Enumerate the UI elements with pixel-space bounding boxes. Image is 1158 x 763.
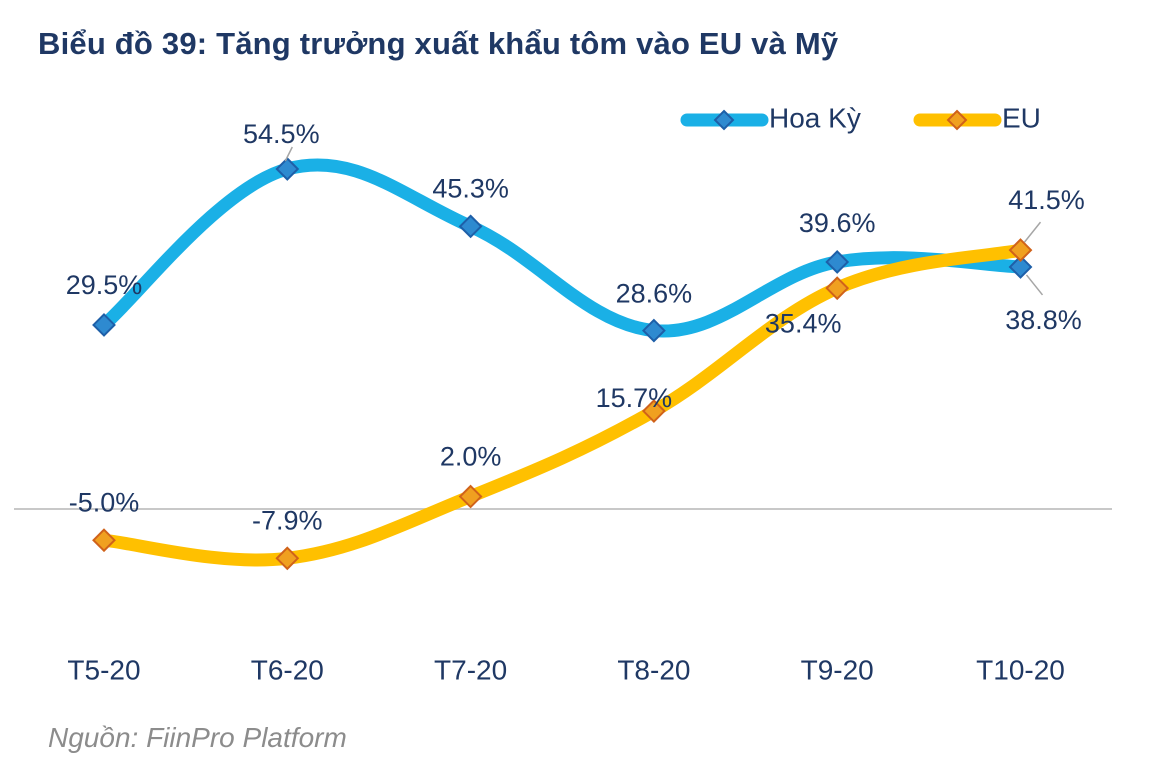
data-label-hoa-ky-t9-20: 39.6% [799,208,876,238]
point-eu-t9-20 [825,276,850,301]
legend-label-hoa-ky: Hoa Kỳ [769,102,861,133]
chart-title: Biểu đồ 39: Tăng trưởng xuất khẩu tôm và… [38,26,839,61]
point-hoa-ky-t8-20 [641,318,666,343]
point-hoa-ky-t9-20 [825,250,850,274]
point-eu-t7-20 [458,484,483,509]
data-label-hoa-ky-t5-20: 29.5% [66,270,143,300]
x-axis-ticks: T5-20 T6-20 T7-20 T8-20 T9-20 T10-20 [67,654,1064,685]
point-eu-t6-20 [275,546,300,571]
point-hoa-ky-t6-20 [275,157,300,181]
x-tick-t10-20: T10-20 [976,654,1065,685]
data-label-eu-t9-20: 35.4% [765,308,842,338]
data-label-hoa-ky-t10-20: 38.8% [1005,305,1082,335]
data-label-eu-t8-20: 15.7% [596,383,673,413]
legend-label-eu: EU [1002,102,1041,133]
data-label-hoa-ky-t6-20: 54.5% [243,119,320,149]
point-hoa-ky-t7-20 [458,214,483,239]
series-line-hoa-ky [97,158,1027,338]
data-labels: 29.5% 54.5% 45.3% 28.6% 39.6% 38.8% -5.0% -7.9%… [66,119,1085,535]
point-eu-t10-20 [1008,238,1033,263]
data-label-eu-t7-20: 2.0% [440,442,502,472]
point-hoa-ky-t10-20 [1008,255,1033,279]
point-eu-t5-20 [92,528,116,553]
x-tick-t7-20: T7-20 [434,654,507,685]
leader-lines [284,146,1044,296]
point-eu-t8-20 [641,399,666,423]
leader-line-0 [284,146,293,162]
data-label-eu-t5-20: -5.0% [69,487,140,517]
leader-line-1 [1023,221,1042,243]
source-note: Nguồn: FiinPro Platform [48,722,347,753]
data-label-eu-t10-20: 41.5% [1008,185,1085,215]
legend-marker-hoa-ky [713,109,735,131]
point-hoa-ky-t5-20 [92,313,116,337]
data-label-hoa-ky-t7-20: 45.3% [432,174,509,204]
data-label-hoa-ky-t8-20: 28.6% [616,279,693,309]
x-tick-t6-20: T6-20 [251,654,324,685]
series-line-eu [97,243,1027,567]
legend: Hoa Kỳ EU [680,102,1041,133]
legend-marker-eu [946,109,968,131]
leader-line-2 [1025,274,1044,296]
series-layer [92,157,1033,571]
data-label-eu-t6-20: -7.9% [252,505,323,535]
x-tick-t8-20: T8-20 [617,654,690,685]
x-tick-t9-20: T9-20 [801,654,874,685]
x-tick-t5-20: T5-20 [67,654,140,685]
